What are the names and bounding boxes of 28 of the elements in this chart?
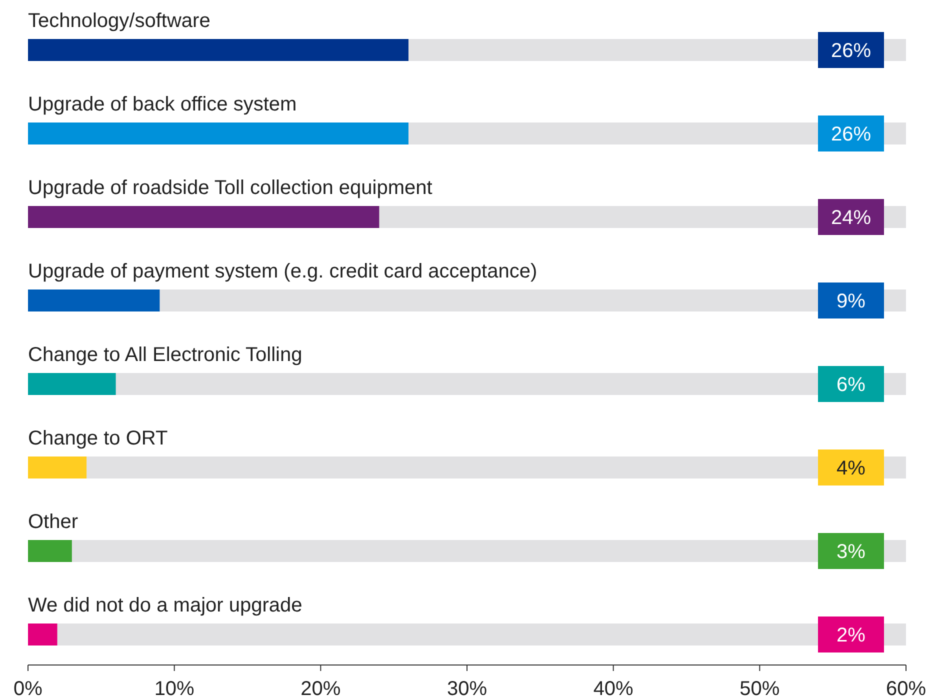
data-label: 4% [836, 458, 866, 480]
x-tick-label: 60% [886, 678, 926, 699]
x-tick-label: 40% [593, 678, 634, 699]
data-label: 9% [836, 290, 866, 312]
x-tick-label: 30% [446, 678, 488, 699]
y-tick-label: Technology/software [28, 10, 210, 32]
x-tick-label: 50% [740, 678, 780, 699]
data-label: 2% [836, 624, 866, 646]
y-tick-label: Upgrade of payment system (e.g. credit card acceptance) [28, 260, 538, 282]
y-tick-label: Upgrade of back office system [28, 94, 297, 116]
x-tick-label: 0% [14, 678, 43, 699]
bar [28, 373, 116, 395]
x-tick-label: 20% [300, 678, 341, 699]
data-label: 6% [836, 374, 866, 396]
data-label: 3% [836, 541, 866, 563]
x-tick-label: 10% [154, 678, 195, 699]
bar [28, 290, 160, 312]
data-label: 26% [830, 124, 872, 146]
y-tick-label: Other [28, 511, 78, 533]
bar [28, 540, 72, 562]
data-label: 24% [830, 207, 872, 229]
bar [28, 624, 58, 646]
y-tick-label: Change to All Electronic Tolling [28, 344, 302, 366]
bar [28, 456, 87, 478]
y-tick-label: We did not do a major upgrade [28, 594, 302, 616]
data-label: 26% [830, 40, 872, 62]
y-tick-label: Change to ORT [28, 428, 168, 450]
y-tick-label: Upgrade of roadside Toll collection equipment [28, 177, 433, 199]
